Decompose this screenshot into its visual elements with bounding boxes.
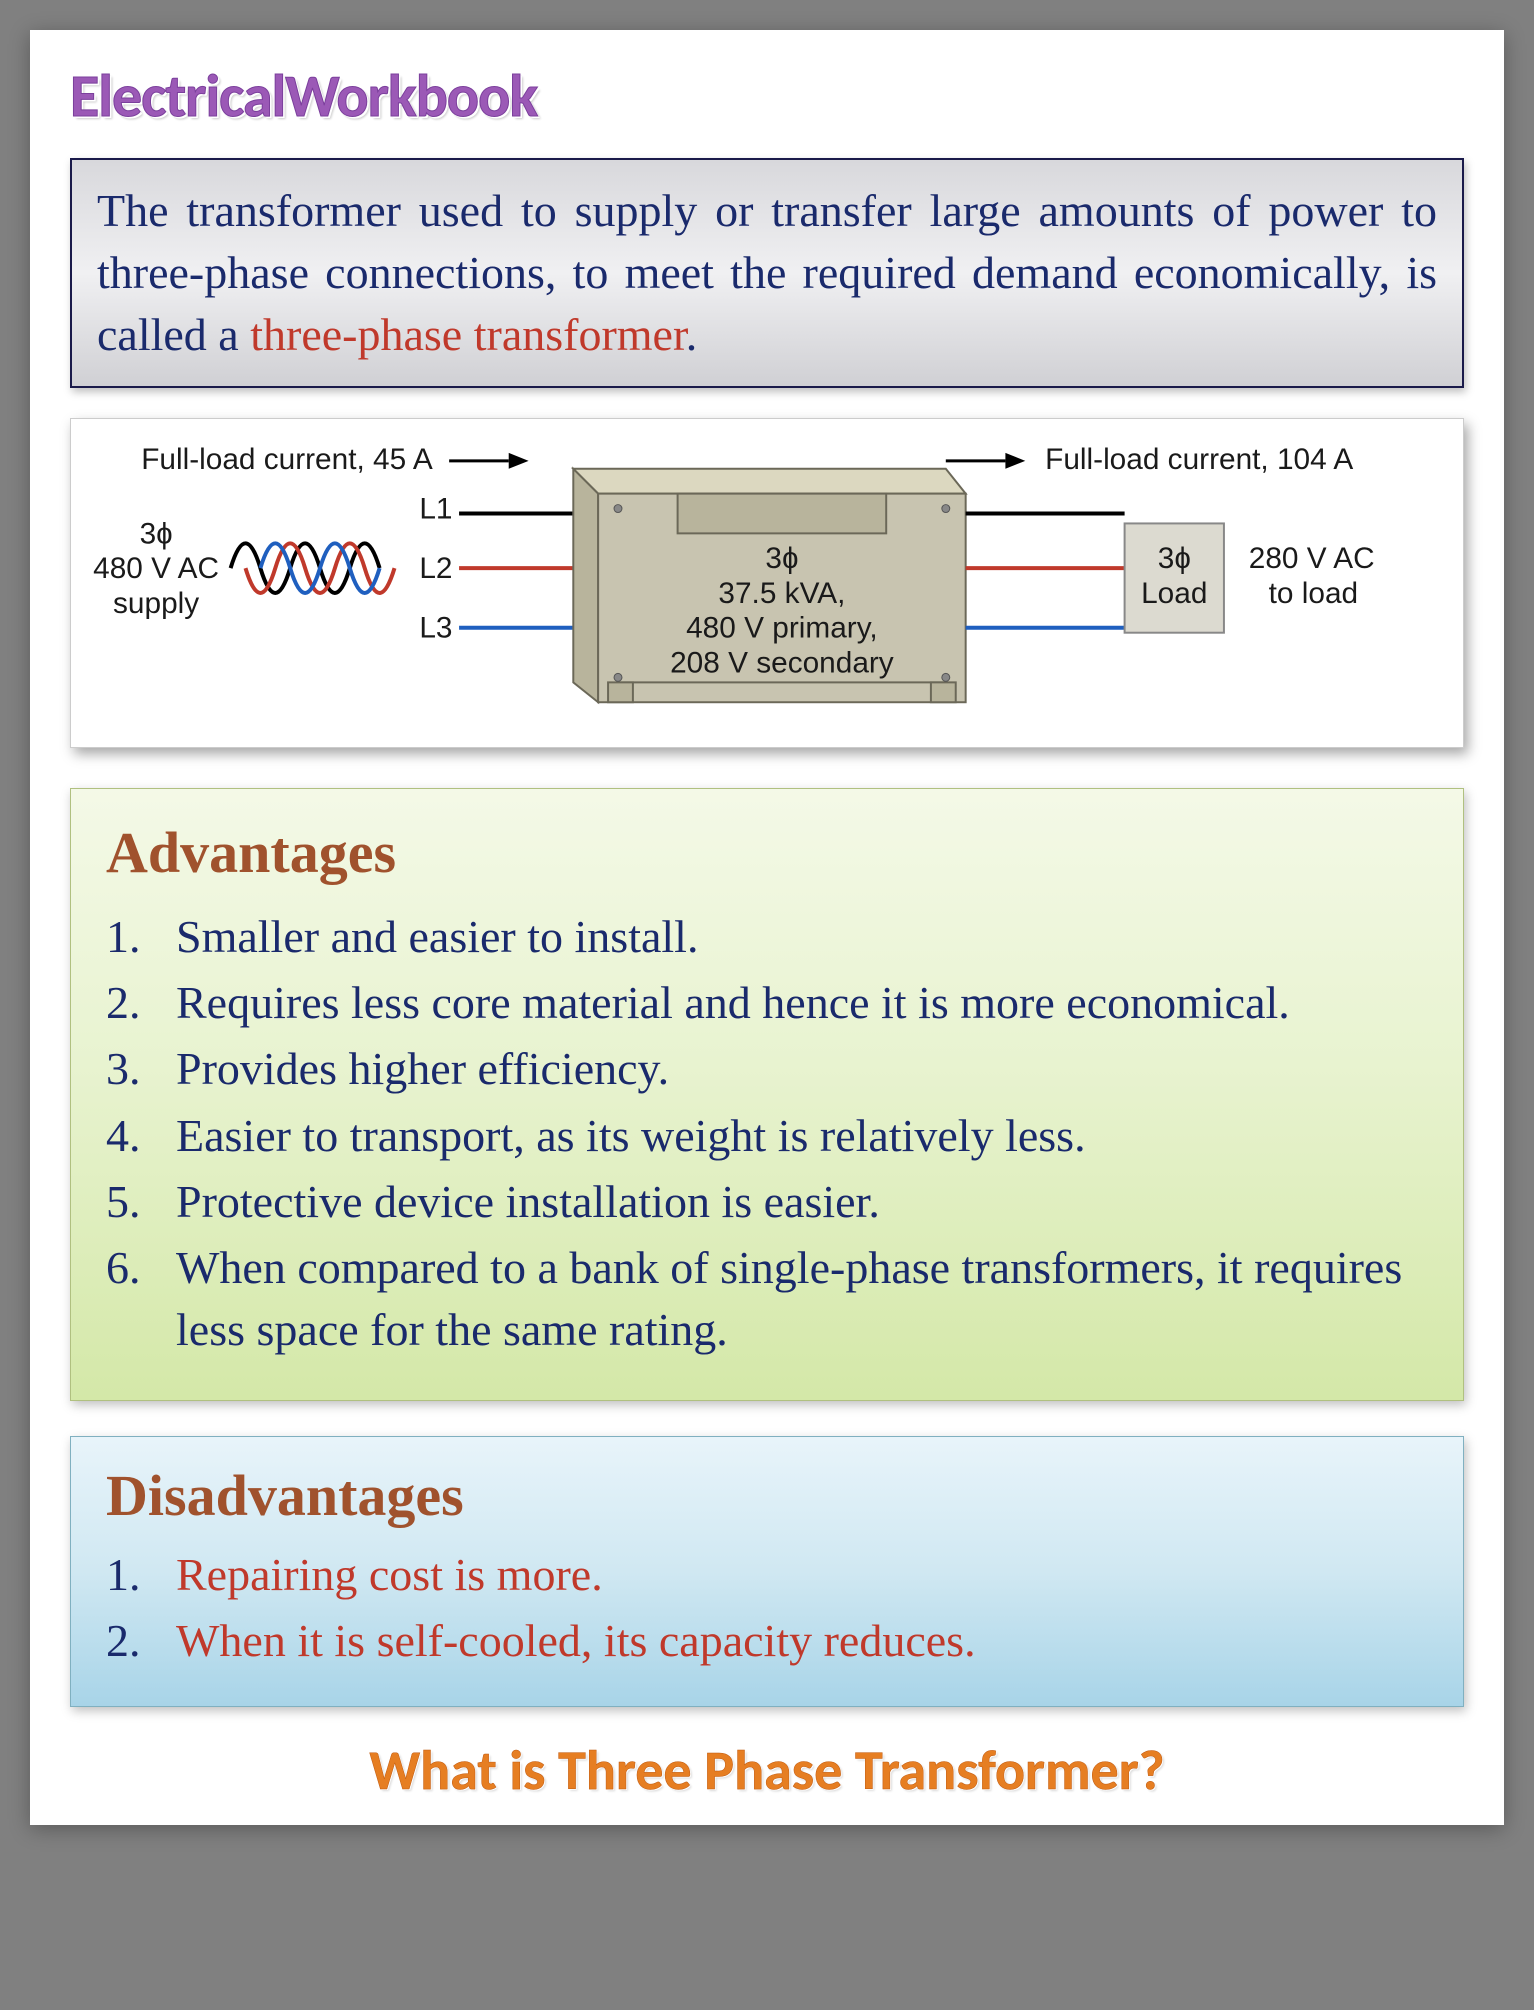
advantage-item: Easier to transport, as its weight is re… xyxy=(106,1105,1428,1167)
advantage-item: Requires less core material and hence it… xyxy=(106,972,1428,1034)
site-logo: ElectricalWorkbook xyxy=(70,60,1464,133)
definition-text-after: . xyxy=(686,309,698,360)
diagram-spec-1: 3ɸ xyxy=(765,542,798,575)
disadvantages-section: Disadvantages Repairing cost is more. Wh… xyxy=(70,1436,1464,1707)
diagram-output-label: to load xyxy=(1269,577,1358,610)
diagram-left-current-label: Full-load current, 45 A xyxy=(141,443,433,476)
diagram-output-voltage: 280 V AC xyxy=(1249,542,1375,575)
advantages-list: Smaller and easier to install. Requires … xyxy=(106,906,1428,1361)
diagram-line-label-3: L3 xyxy=(419,612,452,645)
disadvantages-list: Repairing cost is more. When it is self-… xyxy=(106,1544,1428,1672)
page-container: ElectricalWorkbook The transformer used … xyxy=(30,30,1504,1825)
diagram-supply-phase: 3ɸ xyxy=(140,518,173,551)
diagram-supply-label: supply xyxy=(113,587,199,620)
definition-box: The transformer used to supply or transf… xyxy=(70,158,1464,388)
three-phase-waves-icon xyxy=(231,544,395,594)
disadvantage-item: Repairing cost is more. xyxy=(106,1544,1428,1606)
diagram-spec-2: 37.5 kVA, xyxy=(718,577,845,610)
definition-highlight: three-phase transformer xyxy=(250,309,686,360)
diagram-load-label: Load xyxy=(1141,577,1207,610)
advantage-item: Smaller and easier to install. xyxy=(106,906,1428,968)
diagram-load-phase: 3ɸ xyxy=(1158,542,1191,575)
diagram-spec-4: 208 V secondary xyxy=(670,647,894,680)
advantage-item: Protective device installation is easier… xyxy=(106,1171,1428,1233)
advantage-item: Provides higher efficiency. xyxy=(106,1038,1428,1100)
diagram-svg: Full-load current, 45 A Full-load curren… xyxy=(81,439,1453,737)
advantages-section: Advantages Smaller and easier to install… xyxy=(70,788,1464,1401)
transformer-diagram: Full-load current, 45 A Full-load curren… xyxy=(70,418,1464,748)
disadvantages-title: Disadvantages xyxy=(106,1462,1428,1529)
diagram-line-label-2: L2 xyxy=(419,552,452,585)
footer-question: What is Three Phase Transformer? xyxy=(70,1737,1464,1805)
diagram-line-label-1: L1 xyxy=(419,493,452,526)
diagram-right-current-label: Full-load current, 104 A xyxy=(1045,443,1353,476)
diagram-spec-3: 480 V primary, xyxy=(686,612,878,645)
disadvantage-item: When it is self-cooled, its capacity red… xyxy=(106,1610,1428,1672)
advantage-item: When compared to a bank of single-phase … xyxy=(106,1237,1428,1361)
advantages-title: Advantages xyxy=(106,819,1428,886)
diagram-supply-voltage: 480 V AC xyxy=(93,552,219,585)
